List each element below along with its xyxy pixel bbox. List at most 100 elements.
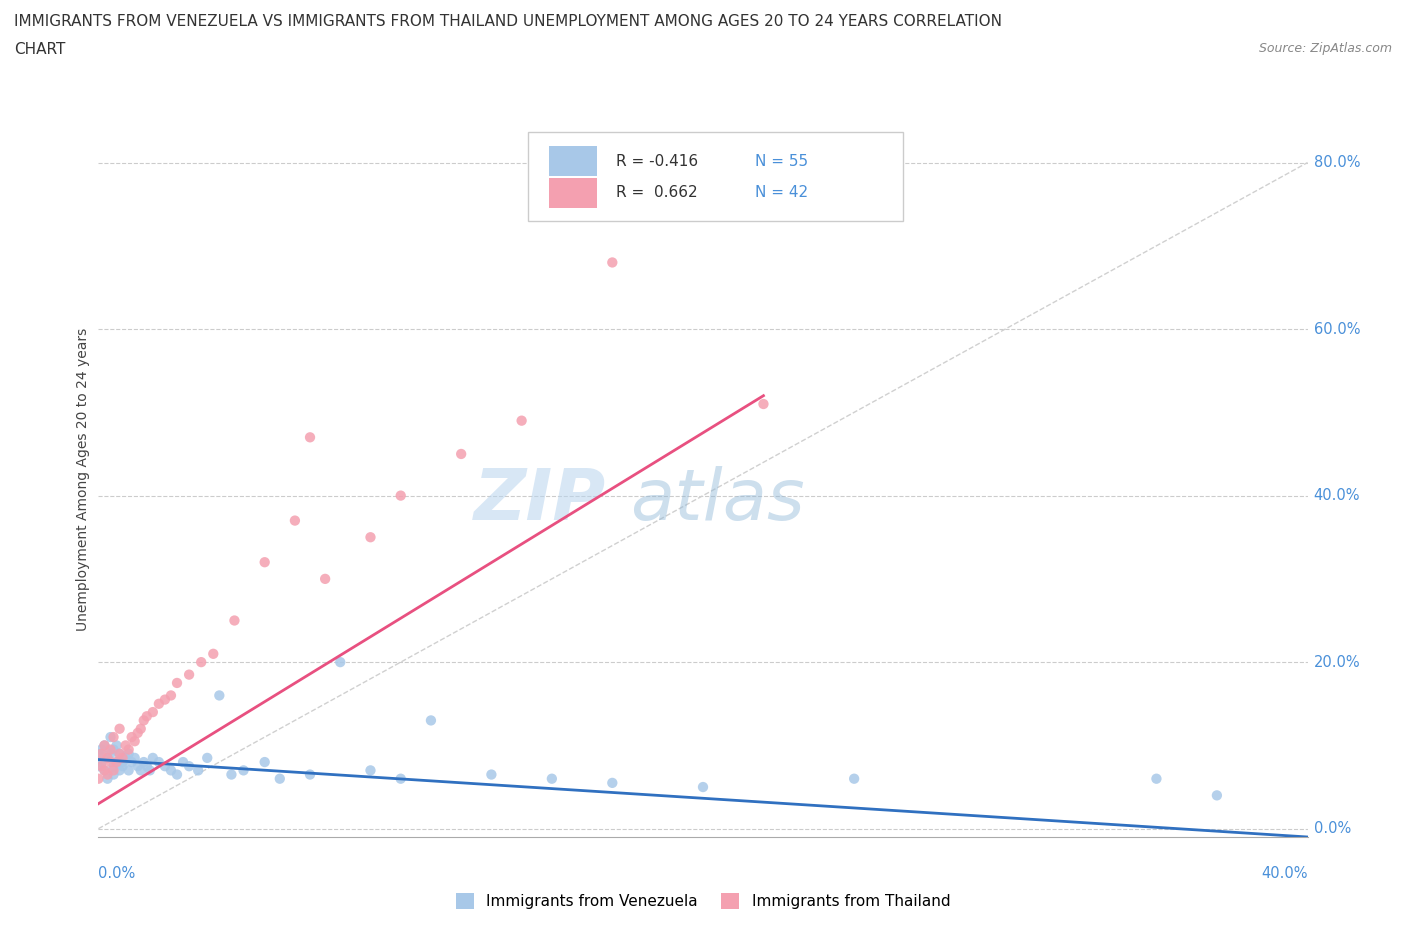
FancyBboxPatch shape — [550, 146, 596, 176]
Y-axis label: Unemployment Among Ages 20 to 24 years: Unemployment Among Ages 20 to 24 years — [76, 327, 90, 631]
Point — [253, 754, 276, 769]
Point — [90, 754, 112, 769]
Point — [153, 759, 176, 774]
Point — [299, 767, 322, 782]
Point — [100, 742, 122, 757]
Point — [103, 759, 125, 774]
Point — [844, 771, 866, 786]
Point — [111, 754, 134, 769]
Text: N = 42: N = 42 — [755, 185, 808, 200]
Point — [389, 488, 412, 503]
Point — [96, 771, 118, 786]
Point — [177, 759, 201, 774]
Point — [90, 742, 112, 757]
Point — [114, 751, 136, 765]
Point — [166, 767, 188, 782]
Point — [100, 754, 122, 769]
Point — [103, 730, 125, 745]
Point — [108, 746, 131, 761]
Point — [100, 746, 122, 761]
Point — [132, 713, 155, 728]
Point — [224, 613, 246, 628]
Point — [160, 688, 183, 703]
Point — [389, 771, 412, 786]
Point — [96, 751, 118, 765]
Point — [118, 746, 141, 761]
Point — [166, 675, 188, 690]
Point — [111, 751, 134, 765]
Point — [108, 763, 131, 777]
Point — [118, 763, 141, 777]
Point — [160, 763, 183, 777]
Point — [1206, 788, 1229, 803]
Point — [602, 776, 624, 790]
Point — [124, 734, 146, 749]
Text: N = 55: N = 55 — [755, 153, 808, 168]
Point — [103, 742, 125, 757]
Text: 0.0%: 0.0% — [1313, 821, 1351, 836]
Point — [105, 738, 128, 753]
Point — [87, 771, 110, 786]
Point — [96, 751, 118, 765]
Text: CHART: CHART — [14, 42, 66, 57]
FancyBboxPatch shape — [550, 179, 596, 208]
Point — [96, 767, 118, 782]
Point — [208, 688, 231, 703]
Point — [114, 738, 136, 753]
Point — [481, 767, 503, 782]
Point — [127, 759, 149, 774]
Point — [129, 763, 152, 777]
Point — [87, 759, 110, 774]
Text: IMMIGRANTS FROM VENEZUELA VS IMMIGRANTS FROM THAILAND UNEMPLOYMENT AMONG AGES 20: IMMIGRANTS FROM VENEZUELA VS IMMIGRANTS … — [14, 14, 1002, 29]
Point — [190, 655, 212, 670]
Text: 60.0%: 60.0% — [1313, 322, 1360, 337]
Point — [450, 446, 472, 461]
Text: 20.0%: 20.0% — [1313, 655, 1360, 670]
Point — [142, 705, 165, 720]
Point — [93, 738, 115, 753]
Point — [90, 759, 112, 774]
Point — [269, 771, 291, 786]
Text: 80.0%: 80.0% — [1313, 155, 1360, 170]
Point — [602, 255, 624, 270]
Point — [692, 779, 714, 794]
Point — [142, 751, 165, 765]
Point — [108, 746, 131, 761]
FancyBboxPatch shape — [527, 132, 903, 221]
Point — [153, 692, 176, 707]
Point — [148, 754, 170, 769]
Point — [253, 555, 276, 570]
Point — [752, 396, 775, 411]
Legend: Immigrants from Venezuela, Immigrants from Thailand: Immigrants from Venezuela, Immigrants fr… — [450, 887, 956, 915]
Point — [93, 738, 115, 753]
Text: 40.0%: 40.0% — [1261, 866, 1308, 881]
Point — [419, 713, 441, 728]
Point — [299, 430, 322, 445]
Point — [100, 730, 122, 745]
Point — [139, 763, 162, 777]
Point — [329, 655, 352, 670]
Point — [124, 751, 146, 765]
Point — [121, 754, 143, 769]
Point — [132, 754, 155, 769]
Point — [105, 754, 128, 769]
Point — [127, 725, 149, 740]
Point — [103, 763, 125, 777]
Point — [1144, 771, 1167, 786]
Point — [232, 763, 254, 777]
Point — [221, 767, 243, 782]
Point — [90, 746, 112, 761]
Point — [111, 759, 134, 774]
Point — [510, 413, 533, 428]
Point — [148, 697, 170, 711]
Point — [540, 771, 562, 786]
Point — [135, 759, 157, 774]
Point — [284, 513, 307, 528]
Text: R =  0.662: R = 0.662 — [616, 185, 697, 200]
Point — [103, 767, 125, 782]
Text: ZIP: ZIP — [474, 466, 606, 535]
Point — [108, 722, 131, 737]
Text: 40.0%: 40.0% — [1313, 488, 1360, 503]
Point — [360, 763, 382, 777]
Text: atlas: atlas — [630, 466, 806, 535]
